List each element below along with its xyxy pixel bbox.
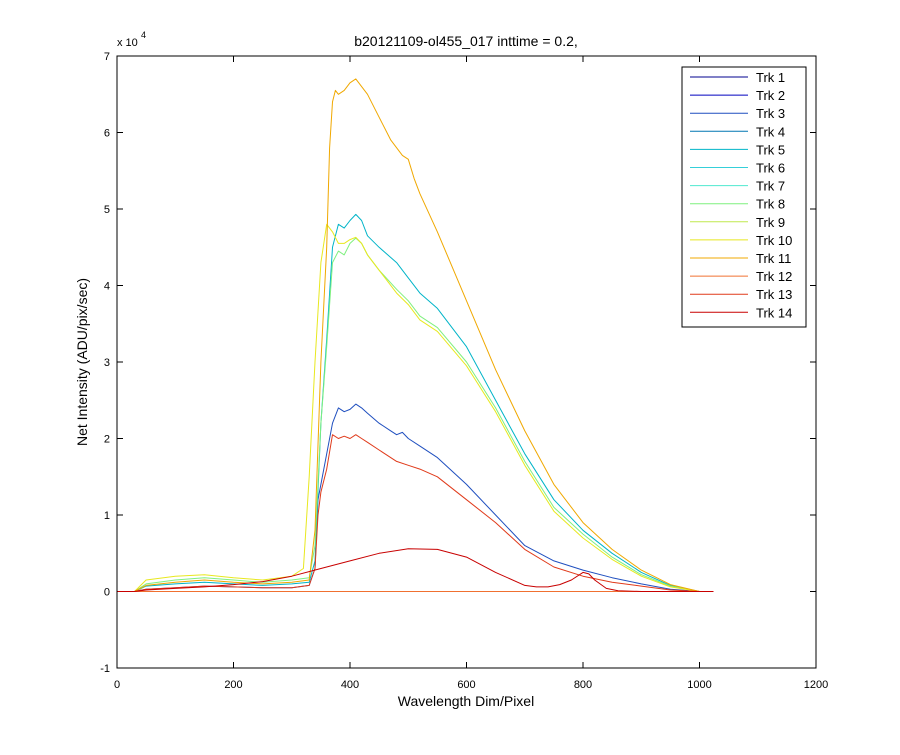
x-axis-label: Wavelength Dim/Pixel xyxy=(398,693,534,709)
x-tick-labels: 0 200 400 600 800 1000 1200 xyxy=(114,679,828,691)
legend-label: Trk 4 xyxy=(756,124,785,139)
series-line-trk-14 xyxy=(117,548,714,592)
legend-label: Trk 9 xyxy=(756,215,785,230)
legend-label: Trk 7 xyxy=(756,179,785,194)
legend: Trk 1 Trk 2 Trk 3 Trk 4 Trk 5 Trk 6 Trk 7 Trk 8… xyxy=(681,66,807,328)
x-tick-label: 1000 xyxy=(687,679,711,691)
legend-label: Trk 3 xyxy=(756,106,785,121)
y-tick-labels: -1 0 1 2 3 4 5 6 7 xyxy=(100,51,110,675)
y-tick-label: 4 xyxy=(104,281,110,293)
series-line-trk-11 xyxy=(117,78,714,592)
legend-label: Trk 8 xyxy=(756,197,785,212)
legend-label: Trk 12 xyxy=(756,269,792,284)
x-tick-label: 400 xyxy=(341,679,359,691)
legend-label: Trk 11 xyxy=(756,251,791,266)
legend-box xyxy=(681,66,807,328)
x-tick-label: 600 xyxy=(457,679,475,691)
series-layer xyxy=(117,78,714,592)
legend-label: Trk 6 xyxy=(756,161,785,176)
legend-label: Trk 10 xyxy=(756,233,792,248)
y-tick-label: 5 xyxy=(104,204,110,216)
plot-frame xyxy=(116,55,817,669)
x-tick-label: 0 xyxy=(114,679,120,691)
legend-label: Trk 5 xyxy=(756,142,785,157)
y-axis-label: Net Intensity (ADU/pix/sec) xyxy=(74,278,90,446)
series-line-trk-10 xyxy=(117,223,714,592)
legend-label: Trk 1 xyxy=(756,70,785,85)
legend-label: Trk 2 xyxy=(756,88,785,103)
y-tick-label: 3 xyxy=(104,357,110,369)
legend-label: Trk 14 xyxy=(756,305,792,320)
series-line-trk-5 xyxy=(117,213,714,592)
series-line-trk-13 xyxy=(117,434,714,592)
y-exponent-base: x 10 xyxy=(117,37,138,49)
chart-title: b20121109-ol455_017 inttime = 0.2, xyxy=(354,33,578,49)
x-tick-label: 800 xyxy=(574,679,592,691)
legend-label: Trk 13 xyxy=(756,287,792,302)
y-tick-label: 0 xyxy=(104,587,110,599)
y-tick-label: 7 xyxy=(104,51,110,63)
y-tick-label: 2 xyxy=(104,434,110,446)
y-tick-label: 6 xyxy=(104,128,110,140)
y-tick-label: -1 xyxy=(100,663,110,675)
y-exponent-power: 4 xyxy=(141,30,146,40)
x-tick-label: 1200 xyxy=(804,679,828,691)
x-tick-label: 200 xyxy=(224,679,242,691)
y-tick-label: 1 xyxy=(104,510,110,522)
